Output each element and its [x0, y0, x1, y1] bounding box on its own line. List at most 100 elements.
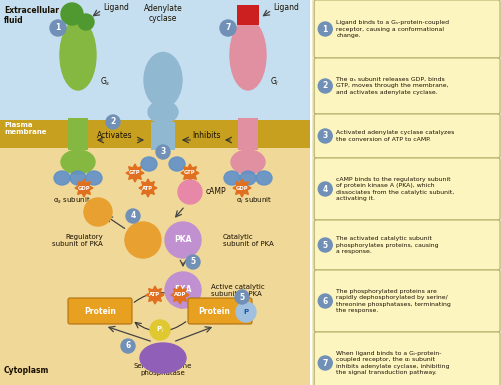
- Ellipse shape: [229, 20, 266, 90]
- Text: When ligand binds to a Gᵢ-protein-
coupled receptor, the αᵢ subunit
inhibits ade: When ligand binds to a Gᵢ-protein- coupl…: [336, 351, 449, 375]
- Text: PKA: PKA: [174, 286, 191, 295]
- Bar: [68, 118, 88, 150]
- FancyBboxPatch shape: [68, 298, 132, 324]
- Text: α$_i$ subunit: α$_i$ subunit: [235, 196, 272, 206]
- Ellipse shape: [140, 343, 186, 373]
- Text: 2: 2: [110, 117, 115, 127]
- Circle shape: [219, 20, 235, 36]
- Text: 6: 6: [322, 296, 327, 306]
- Text: Plasma
membrane: Plasma membrane: [4, 122, 47, 135]
- Text: Activated adenylate cyclase catalyzes
the conversion of ATP to cAMP.: Activated adenylate cyclase catalyzes th…: [336, 130, 454, 142]
- Text: GDP: GDP: [235, 186, 248, 191]
- Text: cAMP binds to the regulatory subunit
of protein kinase A (PKA), which
dissociate: cAMP binds to the regulatory subunit of …: [336, 177, 453, 201]
- Circle shape: [106, 115, 120, 129]
- Circle shape: [318, 129, 332, 143]
- Ellipse shape: [61, 150, 95, 174]
- Circle shape: [50, 20, 66, 36]
- Text: GTP: GTP: [184, 171, 195, 176]
- Text: ADP: ADP: [173, 293, 186, 298]
- Ellipse shape: [169, 157, 185, 171]
- Circle shape: [318, 294, 332, 308]
- FancyBboxPatch shape: [314, 158, 499, 220]
- Polygon shape: [232, 179, 250, 197]
- FancyBboxPatch shape: [314, 220, 499, 270]
- Text: Adenylate
cyclase: Adenylate cyclase: [143, 4, 182, 23]
- Circle shape: [126, 209, 140, 223]
- FancyBboxPatch shape: [314, 332, 499, 385]
- Text: The phosphorylated proteins are
rapidly dephosphorylated by serine/
threonine ph: The phosphorylated proteins are rapidly …: [336, 289, 450, 313]
- Bar: [0, 148, 310, 385]
- Circle shape: [186, 255, 199, 269]
- Text: 2: 2: [322, 82, 327, 90]
- Text: PKA: PKA: [174, 236, 191, 244]
- Ellipse shape: [223, 171, 239, 185]
- FancyBboxPatch shape: [314, 58, 499, 114]
- Text: 7: 7: [225, 23, 230, 32]
- Text: 4: 4: [130, 211, 135, 221]
- Circle shape: [84, 198, 112, 226]
- Circle shape: [121, 339, 135, 353]
- Circle shape: [235, 302, 256, 322]
- Ellipse shape: [239, 171, 256, 185]
- Circle shape: [318, 22, 332, 36]
- Text: GTP: GTP: [129, 171, 141, 176]
- Text: 1: 1: [55, 23, 61, 32]
- Polygon shape: [181, 164, 198, 182]
- Circle shape: [78, 14, 94, 30]
- Text: G$_s$: G$_s$: [100, 76, 110, 88]
- Circle shape: [165, 222, 200, 258]
- Circle shape: [318, 79, 332, 93]
- Ellipse shape: [256, 171, 272, 185]
- Text: Ligand: Ligand: [273, 3, 298, 12]
- Bar: [0, 0, 310, 120]
- Circle shape: [318, 238, 332, 252]
- Text: 1: 1: [322, 25, 327, 33]
- Ellipse shape: [86, 171, 102, 185]
- Ellipse shape: [54, 171, 70, 185]
- Circle shape: [150, 320, 170, 340]
- Text: Serine/threonine
phosphatase: Serine/threonine phosphatase: [134, 363, 192, 376]
- Text: GDP: GDP: [78, 186, 90, 191]
- Ellipse shape: [144, 52, 182, 107]
- Circle shape: [125, 222, 161, 258]
- Text: Extracellular
fluid: Extracellular fluid: [4, 6, 59, 25]
- Text: Cytoplasm: Cytoplasm: [4, 366, 49, 375]
- Circle shape: [318, 182, 332, 196]
- Ellipse shape: [141, 157, 157, 171]
- Text: 6: 6: [125, 341, 130, 350]
- FancyBboxPatch shape: [188, 298, 252, 324]
- Text: 7: 7: [322, 358, 327, 368]
- Text: G$_i$: G$_i$: [270, 76, 279, 88]
- Circle shape: [318, 356, 332, 370]
- FancyBboxPatch shape: [314, 114, 499, 158]
- FancyBboxPatch shape: [314, 270, 499, 332]
- Text: Active catalytic
subunit of PKA: Active catalytic subunit of PKA: [210, 283, 264, 296]
- Bar: [0, 120, 310, 148]
- Text: 3: 3: [322, 132, 327, 141]
- Text: Protein: Protein: [84, 308, 116, 316]
- Circle shape: [165, 272, 200, 308]
- Text: cAMP: cAMP: [205, 187, 226, 196]
- Text: α$_s$ subunit: α$_s$ subunit: [53, 196, 91, 206]
- Bar: [312, 0, 501, 385]
- Text: 4: 4: [322, 184, 327, 194]
- Text: Activates: Activates: [97, 132, 133, 141]
- Text: 5: 5: [239, 293, 244, 301]
- Ellipse shape: [148, 101, 178, 123]
- Polygon shape: [75, 179, 93, 197]
- Text: Ligand binds to a Gₛ-protein-coupled
receptor, causing a conformational
change.: Ligand binds to a Gₛ-protein-coupled rec…: [336, 20, 448, 38]
- Circle shape: [61, 3, 83, 25]
- Text: ATP: ATP: [142, 186, 153, 191]
- Text: 5: 5: [322, 241, 327, 249]
- Polygon shape: [146, 286, 164, 304]
- Text: Regulatory
subunit of PKA: Regulatory subunit of PKA: [52, 233, 103, 246]
- Text: ATP: ATP: [149, 293, 160, 298]
- Circle shape: [234, 290, 248, 304]
- Ellipse shape: [60, 20, 96, 90]
- Text: Catalytic
subunit of PKA: Catalytic subunit of PKA: [222, 233, 273, 246]
- Text: 5: 5: [190, 258, 195, 266]
- Text: The αₛ subunit releases GDP, binds
GTP, moves through the membrane,
and activate: The αₛ subunit releases GDP, binds GTP, …: [336, 77, 448, 95]
- Ellipse shape: [230, 150, 265, 174]
- Text: Protein: Protein: [198, 308, 229, 316]
- FancyBboxPatch shape: [236, 5, 259, 25]
